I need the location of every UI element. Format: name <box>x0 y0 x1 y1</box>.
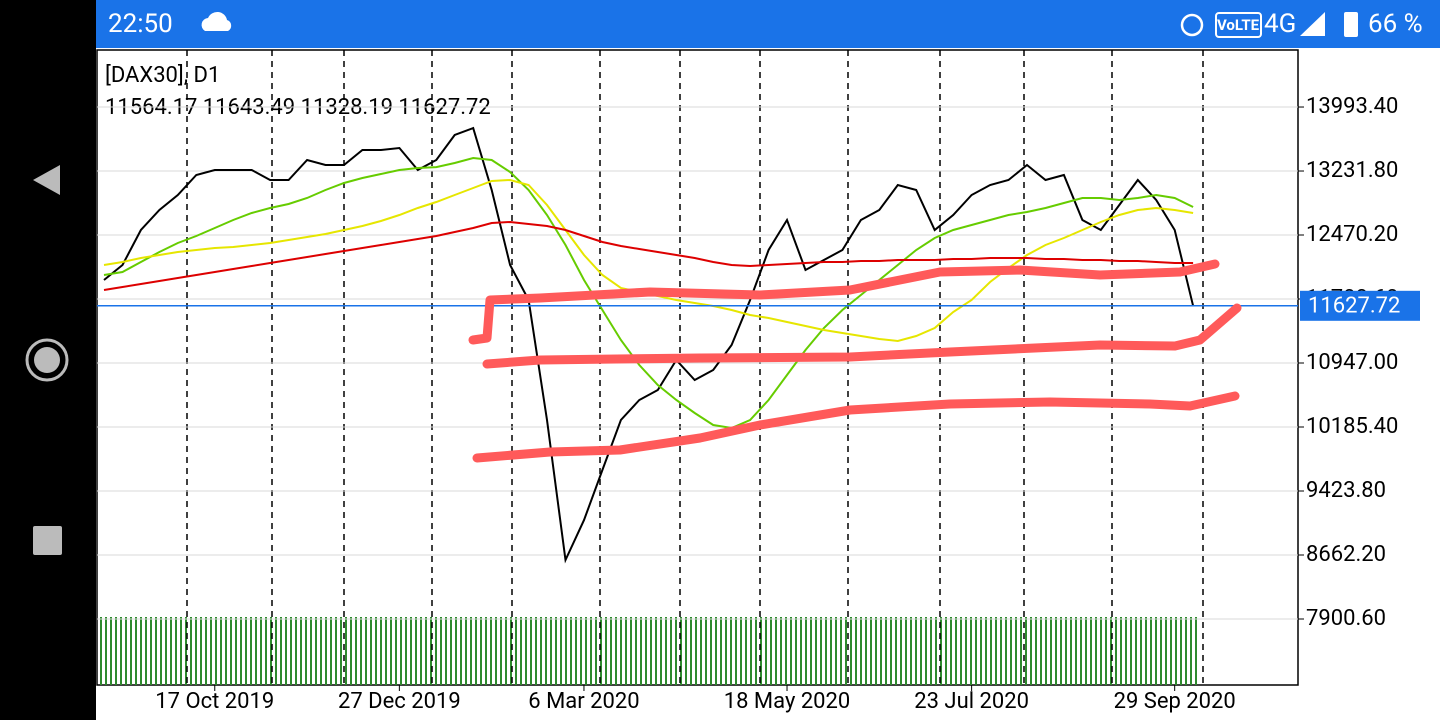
y-tick-label: 10947.00 <box>1306 350 1398 375</box>
clock: 22:50 <box>108 9 173 39</box>
volte-box <box>1215 12 1262 38</box>
y-tick-label: 9423.80 <box>1306 478 1386 503</box>
y-tick-label: 13231.80 <box>1306 158 1398 183</box>
y-tick-label: 8662.20 <box>1306 542 1386 567</box>
x-tick-label: 6 Mar 2020 <box>528 689 639 714</box>
home-dot <box>34 347 60 373</box>
moving-average <box>103 220 1194 291</box>
x-tick-label: 17 Oct 2019 <box>155 689 274 714</box>
signal-icon <box>1300 12 1325 36</box>
hand-drawn-levels <box>468 259 1242 463</box>
x-tick-label: 29 Sep 2020 <box>1114 689 1236 714</box>
alarm-icon <box>1180 13 1204 37</box>
y-tick-label: 12470.20 <box>1306 222 1398 247</box>
x-tick-label: 27 Dec 2019 <box>338 689 461 714</box>
period-separators <box>186 50 1204 685</box>
y-tick-label: 7900.60 <box>1306 606 1386 631</box>
y-tick-label: 10185.40 <box>1306 414 1398 439</box>
battery: 66 % <box>1368 9 1423 39</box>
x-tick-label: 18 May 2020 <box>724 689 851 714</box>
battery-icon <box>1344 12 1358 37</box>
back-button[interactable] <box>33 165 60 195</box>
current-price-box <box>1300 290 1420 321</box>
price-line <box>103 126 1195 564</box>
signal-type: 4G <box>1264 9 1296 39</box>
recents-button[interactable] <box>33 526 62 555</box>
moving-average <box>103 156 1194 430</box>
current-price-label: 11627.72 <box>1308 294 1400 319</box>
x-tick-label: 23 Jul 2020 <box>914 689 1029 714</box>
cloud-icon <box>201 11 232 31</box>
symbol-title: [DAX30], D1 <box>105 63 220 88</box>
volte: VoLTE <box>1217 16 1260 34</box>
plot-area <box>96 49 1299 686</box>
y-tick-label: 13993.40 <box>1306 94 1398 119</box>
home-button[interactable] <box>25 338 69 382</box>
volume-bars <box>97 617 1197 685</box>
